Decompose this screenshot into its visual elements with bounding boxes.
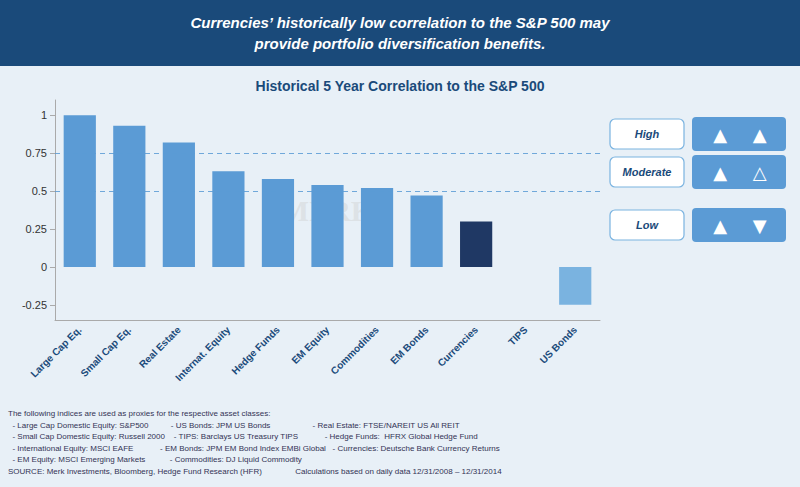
svg-text:Currencies: Currencies bbox=[435, 324, 480, 369]
svg-text:▲: ▲ bbox=[713, 162, 727, 183]
svg-text:provide portfolio diversificat: provide portfolio diversification benefi… bbox=[254, 35, 546, 52]
svg-text:High: High bbox=[635, 128, 660, 140]
svg-text:Historical 5 Year Correlation: Historical 5 Year Correlation to the S&P… bbox=[256, 78, 545, 94]
svg-text:- Small Cap Domestic Equity: R: - Small Cap Domestic Equity: Russell 200… bbox=[8, 432, 478, 441]
svg-text:Low: Low bbox=[636, 219, 659, 231]
svg-text:Currencies’ historically low c: Currencies’ historically low correlation… bbox=[190, 14, 610, 31]
svg-text:Hedge Funds: Hedge Funds bbox=[229, 324, 282, 377]
svg-text:EM Bonds: EM Bonds bbox=[388, 324, 431, 367]
svg-text:0.25: 0.25 bbox=[26, 223, 47, 235]
svg-text:Small Cap Eq.: Small Cap Eq. bbox=[78, 324, 133, 379]
svg-text:Large Cap Eq.: Large Cap Eq. bbox=[28, 324, 83, 379]
svg-text:Moderate: Moderate bbox=[623, 166, 672, 178]
svg-text:MERK: MERK bbox=[280, 193, 375, 227]
svg-text:Real Estate: Real Estate bbox=[137, 324, 183, 370]
svg-text:- Large Cap Domestic Equity: S: - Large Cap Domestic Equity: S&P500 - US… bbox=[8, 421, 460, 430]
svg-text:Commodities: Commodities bbox=[328, 324, 381, 377]
svg-text:TIPS: TIPS bbox=[506, 324, 530, 348]
svg-text:0.75: 0.75 bbox=[26, 147, 47, 159]
svg-text:0: 0 bbox=[41, 261, 47, 273]
svg-text:▲: ▲ bbox=[713, 215, 727, 236]
svg-text:SOURCE: Merk Investments, Bloo: SOURCE: Merk Investments, Bloomberg, Hed… bbox=[8, 467, 502, 476]
svg-text:▼: ▼ bbox=[753, 215, 767, 236]
svg-text:The following indices are used: The following indices are used as proxie… bbox=[8, 409, 270, 418]
svg-text:▲: ▲ bbox=[753, 124, 767, 145]
svg-text:- International Equity: MSCI E: - International Equity: MSCI EAFE - EM B… bbox=[8, 444, 500, 453]
svg-text:1: 1 bbox=[41, 109, 47, 121]
svg-text:△: △ bbox=[753, 162, 767, 183]
svg-text:- EM Equity: MSCI Emerging Mar: - EM Equity: MSCI Emerging Markets - Com… bbox=[8, 455, 302, 464]
svg-text:US Bonds: US Bonds bbox=[538, 324, 580, 366]
svg-text:Internat. Equity: Internat. Equity bbox=[173, 324, 232, 383]
svg-text:0.5: 0.5 bbox=[32, 185, 47, 197]
svg-text:-0.25: -0.25 bbox=[22, 299, 47, 311]
svg-text:▲: ▲ bbox=[713, 124, 727, 145]
svg-text:EM Equity: EM Equity bbox=[289, 324, 331, 366]
